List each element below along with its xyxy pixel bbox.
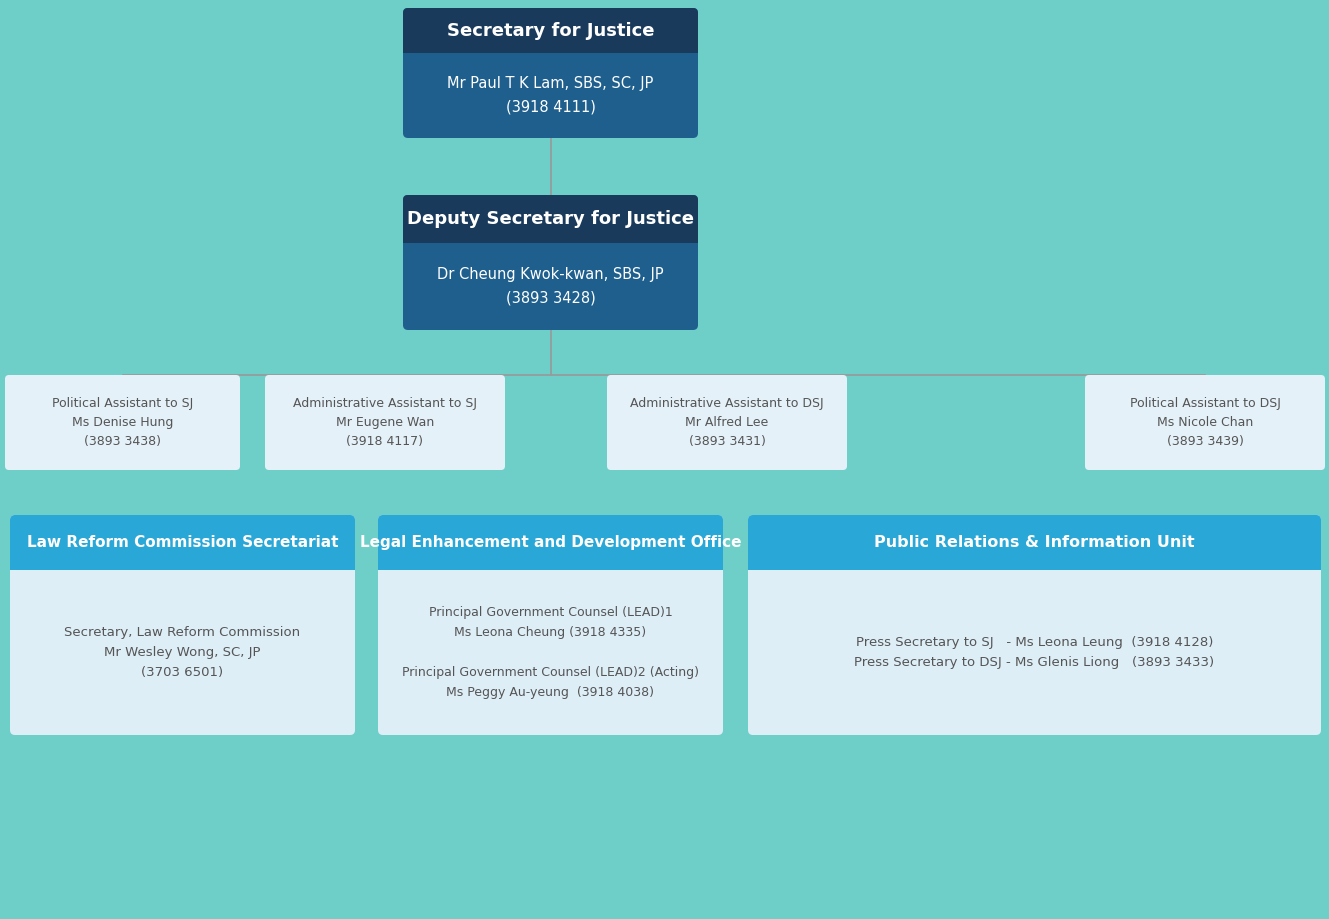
Text: Press Secretary to SJ   - Ms Leona Leung  (3918 4128)
Press Secretary to DSJ - M: Press Secretary to SJ - Ms Leona Leung (… [855, 636, 1215, 669]
FancyBboxPatch shape [403, 8, 698, 53]
FancyBboxPatch shape [11, 515, 355, 570]
FancyBboxPatch shape [607, 375, 847, 470]
Bar [403, 219, 698, 243]
FancyBboxPatch shape [403, 8, 698, 138]
Bar [377, 542, 723, 570]
Text: Dr Cheung Kwok-kwan, SBS, JP
(3893 3428): Dr Cheung Kwok-kwan, SBS, JP (3893 3428) [437, 267, 663, 306]
Text: Deputy Secretary for Justice: Deputy Secretary for Justice [407, 210, 694, 228]
FancyBboxPatch shape [377, 515, 723, 570]
Text: Law Reform Commission Secretariat: Law Reform Commission Secretariat [27, 535, 339, 550]
FancyBboxPatch shape [403, 195, 698, 330]
FancyBboxPatch shape [11, 515, 355, 735]
Text: Principal Government Counsel (LEAD)1
Ms Leona Cheung (3918 4335)

Principal Gove: Principal Government Counsel (LEAD)1 Ms … [401, 606, 699, 699]
Text: Secretary for Justice: Secretary for Justice [447, 21, 654, 40]
FancyBboxPatch shape [264, 375, 505, 470]
FancyBboxPatch shape [403, 195, 698, 243]
Text: Political Assistant to DSJ
Ms Nicole Chan
(3893 3439): Political Assistant to DSJ Ms Nicole Cha… [1130, 397, 1280, 448]
Text: Administrative Assistant to DSJ
Mr Alfred Lee
(3893 3431): Administrative Assistant to DSJ Mr Alfre… [630, 397, 824, 448]
Bar [11, 542, 355, 570]
Text: Political Assistant to SJ
Ms Denise Hung
(3893 3438): Political Assistant to SJ Ms Denise Hung… [52, 397, 193, 448]
FancyBboxPatch shape [5, 375, 241, 470]
Text: Legal Enhancement and Development Office: Legal Enhancement and Development Office [360, 535, 742, 550]
Text: Mr Paul T K Lam, SBS, SC, JP
(3918 4111): Mr Paul T K Lam, SBS, SC, JP (3918 4111) [448, 76, 654, 115]
FancyBboxPatch shape [748, 515, 1321, 735]
FancyBboxPatch shape [748, 515, 1321, 570]
Text: Administrative Assistant to SJ
Mr Eugene Wan
(3918 4117): Administrative Assistant to SJ Mr Eugene… [292, 397, 477, 448]
Text: Public Relations & Information Unit: Public Relations & Information Unit [874, 535, 1195, 550]
Bar [748, 542, 1321, 570]
FancyBboxPatch shape [1084, 375, 1325, 470]
Text: Secretary, Law Reform Commission
Mr Wesley Wong, SC, JP
(3703 6501): Secretary, Law Reform Commission Mr Wesl… [64, 626, 300, 679]
Bar [403, 30, 698, 53]
FancyBboxPatch shape [377, 515, 723, 735]
